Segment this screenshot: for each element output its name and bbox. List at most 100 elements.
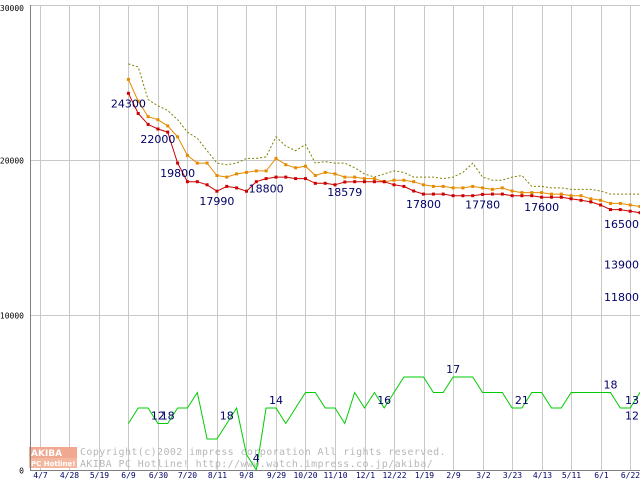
x-tick-label: 6/1 — [594, 471, 609, 480]
data-point-average — [510, 189, 514, 193]
data-point-average — [530, 191, 534, 195]
data-point-average — [225, 175, 229, 179]
data-point-average — [461, 186, 465, 190]
data-point-low — [333, 183, 337, 187]
data-labels: 24300 22000 19800 17990 18800 18579 17800 17780… — [111, 97, 639, 465]
data-point-average — [323, 170, 327, 174]
data-label-low: 13900 — [604, 259, 639, 272]
data-label-shops: 16 — [377, 394, 391, 407]
data-point-low — [225, 184, 229, 188]
data-point-average — [333, 172, 337, 176]
data-point-low — [569, 197, 573, 201]
data-label-shops: 21 — [515, 394, 529, 407]
data-label-shops: 18 — [604, 379, 618, 392]
data-point-average — [589, 197, 593, 201]
data-point-average — [176, 135, 180, 139]
data-point-average — [520, 191, 524, 195]
data-point-average — [540, 191, 544, 195]
data-point-average — [205, 161, 209, 165]
data-point-average — [628, 203, 632, 207]
axes: 4/7 4/28 5/19 6/9 6/30 7/20 8/11 9/8 9/29 10/20 11… — [0, 4, 640, 480]
data-point-average — [185, 153, 189, 157]
x-tick-label: 5/11 — [562, 471, 581, 480]
series-line-average — [127, 79, 640, 207]
data-point-low — [530, 194, 534, 198]
data-point-low — [343, 180, 347, 184]
x-tick-label: 4/7 — [33, 471, 48, 480]
data-point-low — [264, 177, 268, 181]
logo-top-text: AKIBA — [31, 449, 62, 459]
x-tick-label: 12/1 — [356, 471, 375, 480]
data-label-low: 17600 — [524, 201, 559, 214]
data-label-low: 18800 — [249, 183, 284, 196]
data-point-average — [638, 205, 640, 208]
data-label-shops: 12 — [151, 410, 165, 423]
data-point-low — [274, 175, 278, 179]
x-tick-label: 10/20 — [293, 471, 317, 480]
x-tick-label: 4/28 — [60, 471, 79, 480]
akiba-logo: AKIBA PC Hotline! — [29, 447, 77, 468]
data-label-low: 18579 — [327, 186, 362, 199]
data-point-average — [500, 186, 504, 190]
data-point-average — [441, 184, 445, 188]
x-tick-label: 9/29 — [267, 471, 286, 480]
data-point-average — [166, 124, 170, 128]
data-point-average — [550, 192, 553, 196]
data-point-average — [392, 178, 396, 182]
data-point-low — [451, 194, 455, 198]
data-point-average — [579, 194, 583, 198]
data-point-low — [500, 192, 504, 196]
data-point-low — [481, 192, 485, 196]
data-point-low — [638, 211, 640, 215]
data-point-low — [392, 183, 396, 187]
copyright-line-2: AKIBA PC Hotline! http://www.watch.impre… — [80, 459, 433, 470]
data-point-low — [304, 177, 307, 181]
y-tick-label: 30000 — [0, 4, 24, 13]
data-point-low — [166, 130, 170, 134]
data-point-low — [490, 192, 494, 196]
data-label-low: 16500 — [604, 218, 639, 231]
x-tick-label: 1/19 — [415, 471, 434, 480]
data-label-low: 17800 — [406, 198, 441, 211]
series-line-shops — [127, 376, 640, 472]
data-point-average — [569, 194, 573, 198]
data-point-low — [195, 180, 199, 184]
data-point-low — [540, 195, 544, 199]
data-point-average — [313, 174, 317, 177]
data-point-average — [451, 186, 455, 190]
data-label-low: 24300 — [111, 97, 146, 110]
data-label-shops: 4 — [253, 452, 260, 465]
x-tick-label: 3/2 — [476, 471, 491, 480]
data-point-low — [441, 192, 445, 196]
data-point-average — [195, 161, 199, 165]
data-label-shops: 14 — [269, 394, 283, 407]
data-point-average — [254, 169, 258, 173]
data-point-average — [490, 187, 494, 191]
data-point-low — [353, 180, 357, 184]
data-point-low — [313, 181, 317, 185]
data-point-average — [235, 172, 239, 176]
x-tick-label: 7/20 — [178, 471, 197, 480]
data-point-average — [245, 170, 248, 174]
y-tick-label: 20000 — [0, 157, 24, 166]
data-point-low — [431, 192, 435, 196]
data-point-average — [274, 156, 278, 160]
data-point-low — [550, 195, 553, 199]
x-tick-label: 6/30 — [149, 471, 168, 480]
data-point-low — [294, 177, 298, 181]
data-label-shops: 18 — [161, 410, 175, 423]
data-point-average — [618, 201, 622, 205]
data-point-low — [215, 189, 219, 193]
copyright-line-1: Copyright(c)2002 impress corporation All… — [80, 447, 446, 458]
data-point-low — [609, 208, 612, 212]
data-point-average — [412, 180, 416, 184]
data-point-low — [323, 181, 327, 185]
x-tick-label: 6/22 — [621, 471, 640, 480]
data-point-low — [185, 180, 189, 184]
data-label-shops: 12 — [625, 410, 639, 423]
data-point-low — [176, 161, 180, 165]
data-point-low — [471, 194, 475, 198]
data-point-average — [146, 115, 150, 119]
x-tick-label: 11/10 — [323, 471, 347, 480]
